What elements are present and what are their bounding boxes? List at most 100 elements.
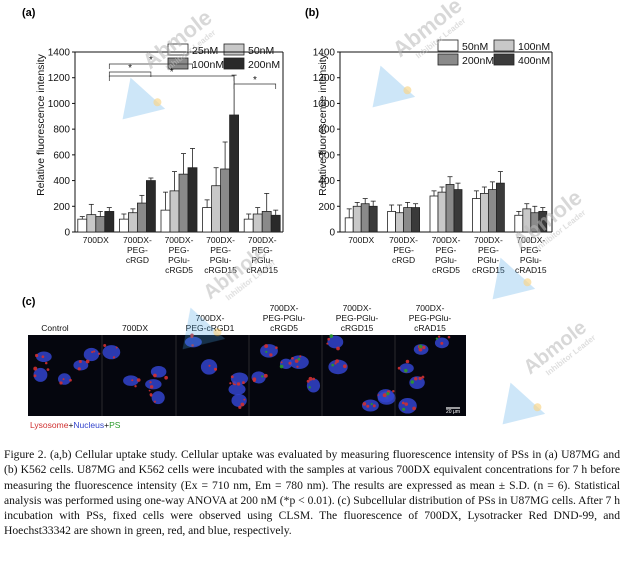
chart-b-category-label: 700DX-PEG-PGlu-cRAD15 [515,235,547,275]
chart-a-bar [119,218,129,233]
lysosome-spot [422,345,426,350]
chart-a-bar [220,168,231,233]
lysosome-spot [149,381,152,384]
chart-a-significance-bracket [108,75,235,81]
lysosome-spot [148,389,151,392]
chart-a-category-line: PEG- [127,245,148,255]
chart-b-bar [429,195,439,233]
micrograph-label-line: 700DX [122,323,148,333]
lysosome-spot [421,375,425,379]
micrograph-label: 700DX-PEG-PGlu-cRAD15 [409,303,452,333]
chart-b-category-line: 700DX- [474,235,503,245]
chart-a-significance-star: * [170,67,174,78]
chart-a-category-line: 700DX- [123,235,152,245]
lysosome-spot [294,359,299,363]
chart-b-bar [495,182,505,233]
ps-spot [265,350,268,354]
micrograph-label-line: PEG-PGlu- [336,313,379,323]
chart-b-category-line: PGlu- [435,255,457,265]
chart-b-ytick-label: 200 [318,202,335,213]
lysosome-spot [230,375,234,379]
chart-b-category-line: PEG- [478,245,499,255]
ps-spot [402,407,406,411]
watermark-logo-dot [523,278,532,287]
ps-spot [410,380,415,384]
chart-a-category-line: cRGD5 [165,265,193,275]
lysosome-spot [280,361,283,364]
chart-b-category-line: cRGD5 [432,265,460,275]
watermark-logo-shape [122,77,166,120]
micrograph-label: 700DX-PEG-PGlu-cRGD5 [263,303,306,333]
chart-b-bar [360,203,370,233]
lysosome-spot [372,404,376,408]
chart-a-category-line: cRGD15 [204,265,237,275]
lysosome-spot [404,402,408,406]
nucleus-blob [102,345,121,360]
lysosome-spot [85,359,90,364]
chart-b-legend-label: 50nM [462,41,488,53]
chart-a-legend-swatch [223,43,245,56]
chart-a-legend-label: 200nM [248,59,280,71]
lysosome-spot [335,359,340,364]
micrograph-label-line: Control [41,323,69,333]
chart-b-bar [437,191,447,233]
nucleus-blob [306,378,321,393]
figure-canvas: (a) (b) (c) Relative fluorescence intens… [22,0,597,430]
micrograph-label-line: 700DX- [416,303,445,313]
chart-a-category-line: PGlu- [251,255,273,265]
chart-a-ylabel: Relative fluorescence intensity [35,53,47,196]
chart-a-ytick-label: 1400 [48,48,71,59]
chart-a-ytick-label: 400 [53,176,70,187]
lysosome-spot [366,404,370,408]
lysosome-spot [78,359,82,364]
lysosome-spot [264,344,269,348]
lysosome-spot [252,377,257,382]
chart-b-ylabel: Relative fluorescence intensity [317,53,329,196]
chart-a-bar [261,211,272,233]
watermark-logo-shape [372,65,416,108]
lysosome-spot [382,393,387,398]
watermark-logo-dot [533,403,542,412]
lysosome-spot [91,351,94,354]
lysosome-spot [418,347,423,352]
chart-a-bar [136,202,147,233]
chart-b-category-line: PGlu- [478,255,500,265]
lysosome-spot [153,400,156,403]
watermark-logo-shape [492,257,536,300]
chart-b-category-label: 700DX-PEG-cRGD [389,235,418,265]
micrograph-label: 700DX-PEG-cRGD1 [186,313,235,333]
ps-spot [279,364,284,369]
nucleus-blob [83,347,100,362]
chart-b-bar [411,207,421,233]
chart-a-category-line: cRAD15 [246,265,278,275]
lysosome-spot [98,352,101,355]
micrograph-label-line: cRAD15 [414,323,446,333]
chart-a-legend-swatch [223,57,245,70]
lysosome-spot [306,379,310,383]
lysosome-spot [343,364,347,369]
chart-a-category-line: PEG- [252,245,273,255]
lysosome-spot [269,353,273,357]
micrograph-label-line: 700DX- [343,303,372,313]
chart-b-legend-label: 200nM [462,55,494,67]
lysosome-spot [437,335,441,338]
stain-ps: PS [109,420,121,430]
nucleus-blob [151,391,165,405]
stain-nucleus: Nucleus [73,420,104,430]
chart-b-ytick-label: 1200 [313,73,336,84]
chart-a-ytick-label: 800 [53,125,70,136]
lysosome-spot [414,376,418,381]
chart-b-category-line: cRGD [392,255,415,265]
chart-b-category-line: PGlu- [520,255,542,265]
lysosome-spot [326,342,329,345]
chart-a-category-line: PGlu- [210,255,232,265]
lysosome-spot [236,382,241,386]
lysosome-spot [33,374,37,378]
lysosome-spot [214,367,217,371]
lysosome-spot [299,355,302,358]
micrograph-label-line: PEG-cRGD1 [186,323,235,333]
watermark-logo-dot [403,86,412,95]
lysosome-spot [288,361,292,365]
chart-a-bar [160,209,171,233]
ps-spot [331,363,335,367]
